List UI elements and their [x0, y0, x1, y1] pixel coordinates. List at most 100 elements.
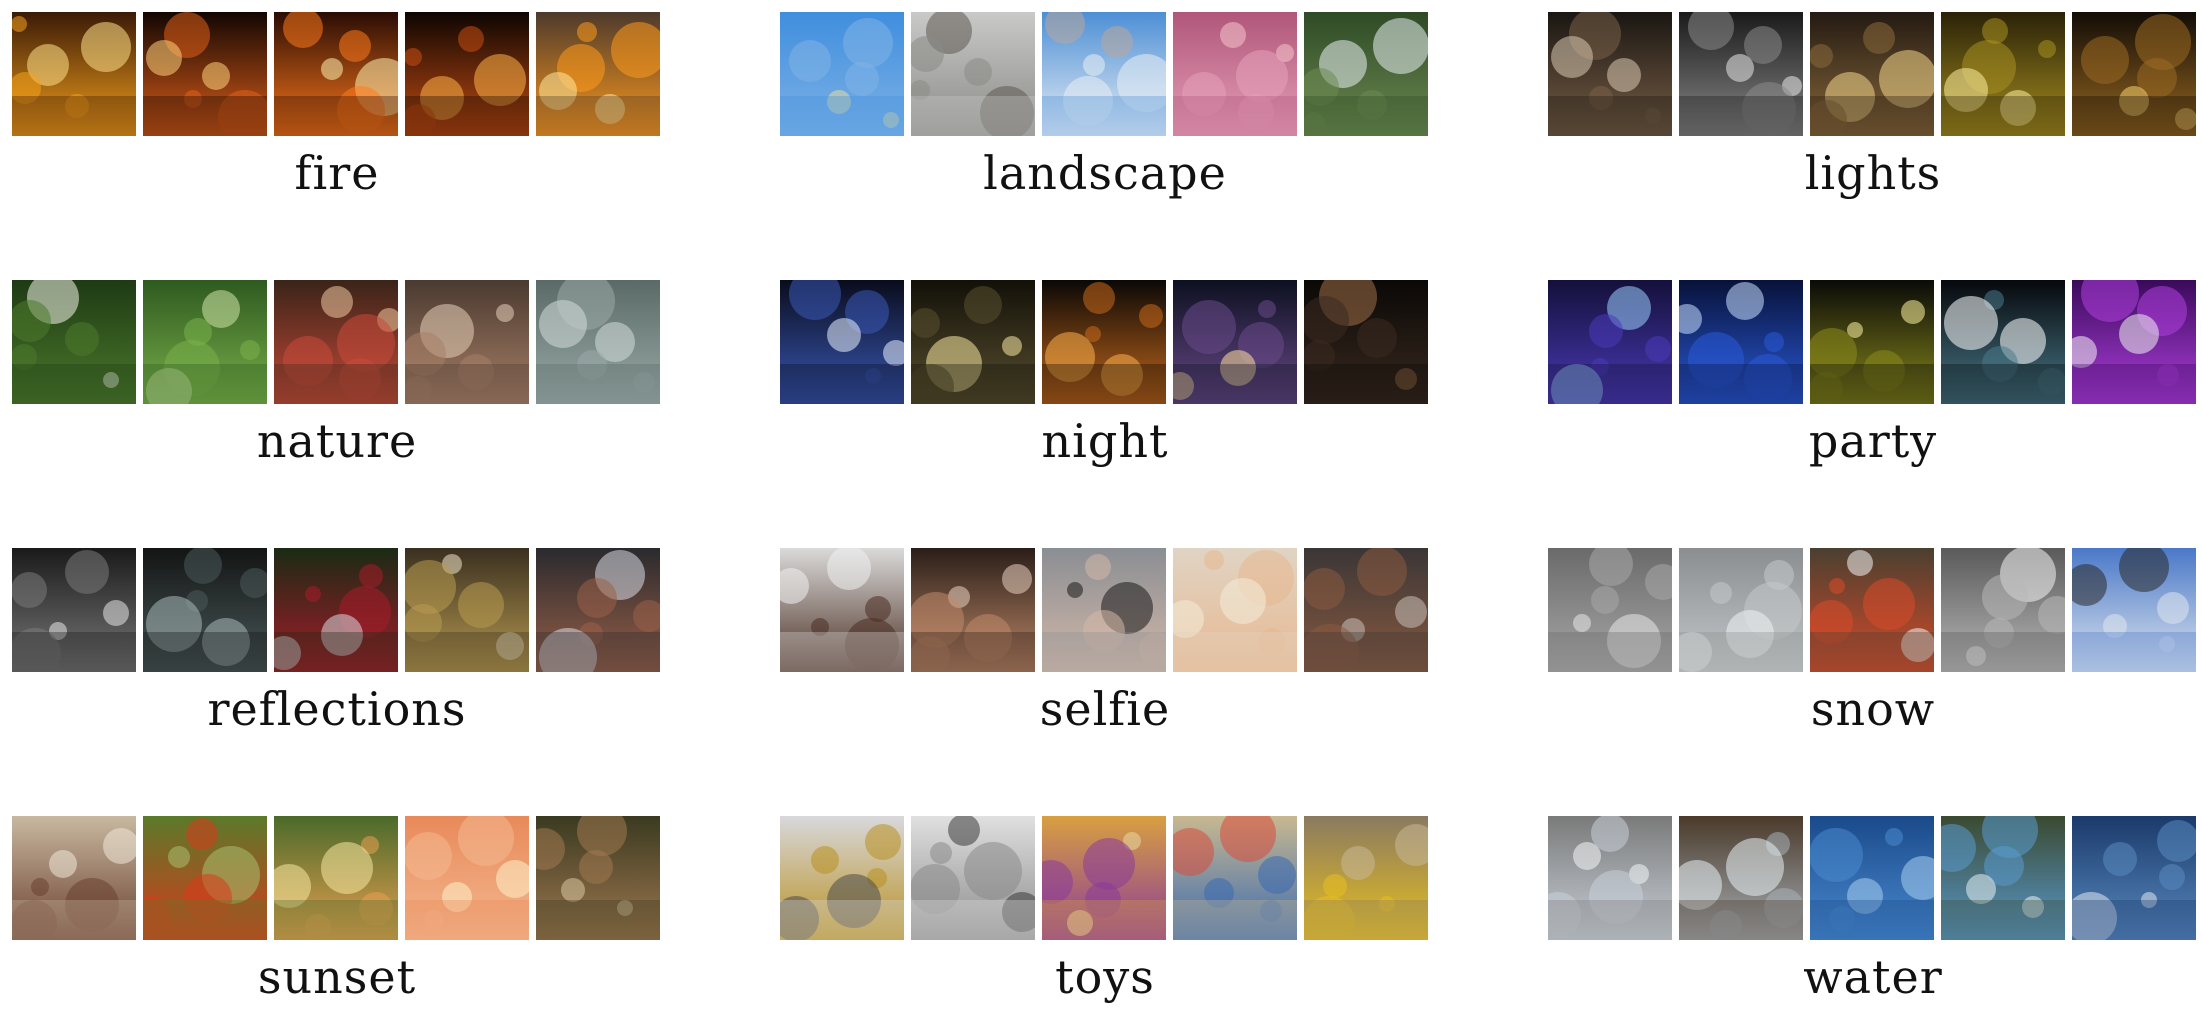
sunset-sea-image [405, 816, 529, 940]
thumbnail-portrait-sunglasses[interactable] [1042, 548, 1166, 672]
thumbnail-snow-branches[interactable] [1941, 548, 2065, 672]
thumbnail-flames-with-person[interactable] [12, 12, 136, 136]
thumbnail-stage-blue-beams[interactable] [1679, 280, 1803, 404]
category-lights: lights [1536, 0, 2196, 230]
thumbnail-pink-canyon[interactable] [1173, 12, 1297, 136]
thumbnail-toy-house[interactable] [1173, 816, 1297, 940]
thumbnail-kid-sled[interactable] [1810, 548, 1934, 672]
dog-field-image [536, 816, 660, 940]
kid-sled-image [1810, 548, 1934, 672]
thumbnail-lit-street[interactable] [911, 280, 1035, 404]
category-sunset: sunset [0, 804, 660, 1034]
thumbnail-waterfall[interactable] [1304, 12, 1428, 136]
thumbnail-red-poppy[interactable] [143, 816, 267, 940]
portrait-child-image [1173, 548, 1297, 672]
thumbnail-pool-waterfall[interactable] [1941, 816, 2065, 940]
thumbnail-robot-figures[interactable] [911, 816, 1035, 940]
thumbnail-mirror-interior[interactable] [143, 548, 267, 672]
portrait-sunglasses-image [1042, 548, 1166, 672]
category-toys: toys [768, 804, 1428, 1034]
category-label: nature [256, 414, 418, 468]
thumbnail-silhouette-wall[interactable] [1304, 280, 1428, 404]
thumbnail-chandelier-mannequin[interactable] [1548, 12, 1672, 136]
thumbnail-toy-truck[interactable] [1304, 816, 1428, 940]
thumbnail-strip [12, 816, 662, 940]
category-reflections: reflections [0, 536, 660, 766]
thumbnail-water-lily[interactable] [12, 280, 136, 404]
snowy-trees-image [1548, 548, 1672, 672]
thumbnail-pendant-bulbs[interactable] [1810, 12, 1934, 136]
thumbnail-window-grid-bw[interactable] [12, 548, 136, 672]
fairy-lights-image [1941, 12, 2065, 136]
thumbnail-branch-on-lake[interactable] [12, 816, 136, 940]
campfire-logs-image [274, 12, 398, 136]
thumbnail-snowy-path[interactable] [1679, 548, 1803, 672]
pier-walkway-image [911, 12, 1035, 136]
thumbnail-lantern[interactable] [2072, 12, 2196, 136]
thumbnail-portrait-child[interactable] [1173, 548, 1297, 672]
thumbnail-pier-walkway[interactable] [911, 12, 1035, 136]
thumbnail-mushrooms[interactable] [405, 280, 529, 404]
thumbnail-stage-yellow[interactable] [1810, 280, 1934, 404]
thumbnail-dog-field[interactable] [536, 816, 660, 940]
water-lily-image [12, 280, 136, 404]
thumbnail-boardwalk-clouds[interactable] [1042, 12, 1166, 136]
category-label: selfie [1039, 682, 1171, 736]
thumbnail-flames[interactable] [143, 12, 267, 136]
thumbnail-strip [1548, 12, 2198, 136]
thumbnail-concert-stage[interactable] [1548, 280, 1672, 404]
thumbnail-strip [780, 12, 1430, 136]
red-poppy-image [143, 816, 267, 940]
thumbnail-snowy-trees[interactable] [1548, 548, 1672, 672]
thumbnail-sunset-sea[interactable] [405, 816, 529, 940]
gold-sphere-image [405, 548, 529, 672]
thumbnail-skier[interactable] [2072, 548, 2196, 672]
chandelier-mannequin-image [1548, 12, 1672, 136]
thumbnail-strip [780, 548, 1430, 672]
thumbnail-palm-fronds[interactable] [143, 280, 267, 404]
category-label: fire [294, 146, 380, 200]
mushrooms-image [405, 280, 529, 404]
category-fire: fire [0, 0, 660, 230]
portrait-woman-image [1304, 548, 1428, 672]
thumbnail-ocean-wave[interactable] [2072, 816, 2196, 940]
thumbnail-chandelier-bw[interactable] [1679, 12, 1803, 136]
thumbnail-playset[interactable] [1042, 816, 1166, 940]
thumbnail-robot-figure[interactable] [780, 816, 904, 940]
snowy-path-image [1679, 548, 1803, 672]
thumbnail-city-street-lights[interactable] [1173, 280, 1297, 404]
thumbnail-fairy-lights[interactable] [1941, 12, 2065, 136]
thumbnail-portrait-woman[interactable] [1304, 548, 1428, 672]
thumbnail-strip [12, 548, 662, 672]
robot-figure-image [780, 816, 904, 940]
thumbnail-dancer-purple[interactable] [2072, 280, 2196, 404]
thumbnail-portrait-man[interactable] [780, 548, 904, 672]
category-landscape: landscape [768, 0, 1428, 230]
thumbnail-portrait-couple[interactable] [911, 548, 1035, 672]
thumbnail-gold-sphere[interactable] [405, 548, 529, 672]
thumbnail-father-child[interactable] [274, 816, 398, 940]
thumbnail-ornaments[interactable] [274, 548, 398, 672]
thumbnail-succulent[interactable] [536, 280, 660, 404]
father-child-image [274, 816, 398, 940]
thumbnail-flower-bouquet[interactable] [274, 280, 398, 404]
thumbnail-blue-sky-flowers[interactable] [780, 12, 904, 136]
thumbnail-strip [780, 816, 1430, 940]
thumbnail-shop-window[interactable] [536, 548, 660, 672]
thumbnail-campfire-logs[interactable] [274, 12, 398, 136]
skier-image [2072, 548, 2196, 672]
light-beams-image [1941, 280, 2065, 404]
thumbnail-blue-water-reed[interactable] [1810, 816, 1934, 940]
thumbnail-fountain-jets[interactable] [1548, 816, 1672, 940]
category-water: water [1536, 804, 2196, 1034]
thumbnail-star-lanterns[interactable] [1042, 280, 1166, 404]
thumbnail-flames-dark[interactable] [405, 12, 529, 136]
thumbnail-fountain-splash[interactable] [1679, 816, 1803, 940]
thumbnail-firepit[interactable] [536, 12, 660, 136]
dancer-purple-image [2072, 280, 2196, 404]
waterfall-image [1304, 12, 1428, 136]
thumbnail-strip [12, 280, 662, 404]
thumbnail-castle-fireworks[interactable] [780, 280, 904, 404]
thumbnail-light-beams[interactable] [1941, 280, 2065, 404]
playset-image [1042, 816, 1166, 940]
